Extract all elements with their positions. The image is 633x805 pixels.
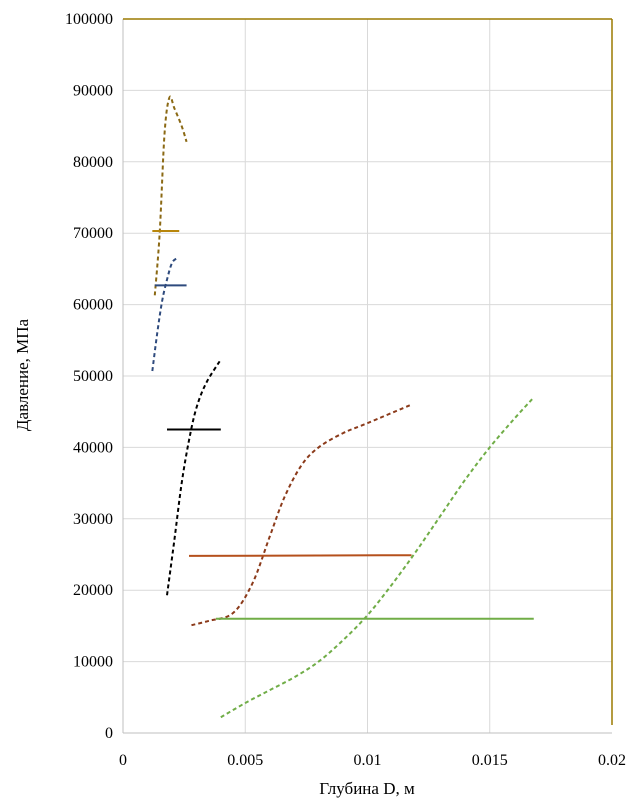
y-tick-label: 90000 [73, 82, 113, 99]
y-tick-label: 60000 [73, 297, 113, 314]
x-tick-label: 0.005 [227, 752, 263, 769]
y-tick-label: 80000 [73, 154, 113, 171]
y-tick-label: 20000 [73, 582, 113, 599]
y-tick-label: 70000 [73, 225, 113, 242]
solid-series-line-7 [189, 554, 412, 557]
dashed-series-line-4 [166, 359, 222, 596]
x-tick-label: 0 [119, 752, 127, 769]
plot-frame [122, 18, 613, 734]
y-tick-label: 0 [105, 725, 113, 742]
grid-layer [123, 18, 612, 733]
y-tick-label: 100000 [65, 11, 113, 28]
dashed-series-line-8 [220, 396, 535, 719]
dashed-series-line-2 [151, 257, 178, 372]
x-axis-title: Глубина D, м [319, 779, 415, 798]
y-tick-label: 40000 [73, 439, 113, 456]
dashed-series-line-6 [191, 403, 412, 627]
y-tick-label: 30000 [73, 511, 113, 528]
x-tick-label: 0.015 [472, 752, 508, 769]
tick-labels: 0 10000 20000 30000 40000 50000 60000 70000 8000… [65, 11, 626, 769]
y-tick-label: 10000 [73, 654, 113, 671]
x-tick-label: 0.02 [598, 752, 626, 769]
y-axis-title: Давление, МПа [13, 318, 32, 431]
x-tick-label: 0.01 [354, 752, 382, 769]
series-layer [151, 95, 535, 719]
dashed-series-line-0 [153, 95, 188, 296]
y-tick-label: 50000 [73, 368, 113, 385]
